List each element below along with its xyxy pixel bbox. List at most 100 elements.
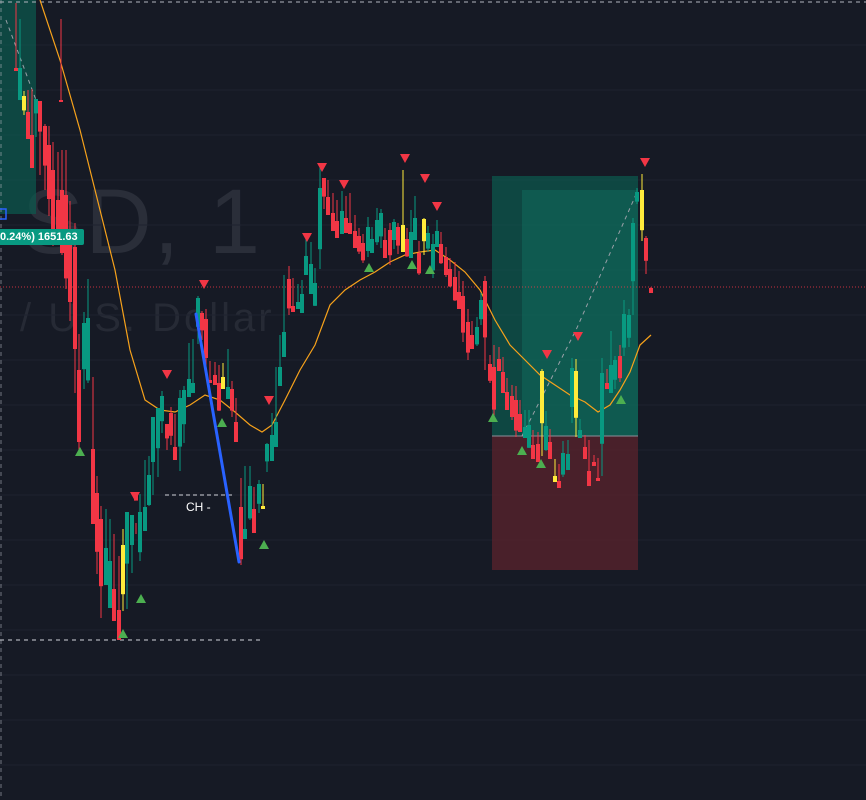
candle-body [417, 253, 421, 274]
candle [178, 390, 182, 471]
candle-body [475, 327, 479, 345]
candle-body [544, 426, 548, 450]
candle-body [344, 218, 348, 233]
candle [82, 312, 86, 389]
candle-body [191, 383, 195, 393]
candle [239, 478, 243, 565]
candle-body [95, 493, 99, 552]
candle-body [405, 239, 409, 257]
candle-body [173, 447, 177, 460]
candle-body [261, 506, 265, 509]
candle-body [326, 197, 330, 215]
grid-lines [0, 44, 866, 766]
candle [313, 268, 317, 306]
candle-body [574, 371, 578, 418]
candles-layer [14, 3, 653, 640]
candle [59, 19, 63, 102]
candle-body [104, 548, 108, 585]
candle [583, 435, 587, 459]
candle-body [73, 247, 77, 349]
candle [138, 494, 142, 561]
candle [527, 410, 531, 448]
candle [121, 529, 125, 611]
symbol-watermark: SD, 1 [22, 171, 263, 273]
signal-markers-layer [75, 154, 650, 638]
candle-body [553, 476, 557, 482]
candle [200, 311, 204, 340]
candle [592, 455, 596, 466]
candle-body [322, 178, 326, 197]
candle-body [108, 561, 112, 608]
candle [217, 365, 221, 411]
candle-body [121, 545, 125, 595]
candle [14, 3, 18, 71]
candle [587, 440, 591, 486]
buy-signal-marker [259, 540, 269, 549]
candle-body [252, 509, 256, 533]
candle [322, 178, 326, 209]
candle [435, 220, 439, 247]
sell-signal-marker [264, 396, 274, 405]
candle [457, 271, 461, 309]
candle-body [531, 445, 535, 459]
buy-signal-marker [488, 413, 498, 422]
candle-body [627, 315, 631, 338]
candle-body [30, 135, 34, 168]
candle-body [497, 359, 501, 371]
candle-body [448, 269, 452, 287]
candle [596, 458, 600, 481]
candle-body [257, 484, 261, 504]
candle [505, 378, 509, 410]
candle [243, 466, 247, 539]
candle-body [431, 244, 435, 271]
candle-body [51, 170, 55, 233]
ch-label: CH - [186, 500, 211, 514]
candle-body [561, 453, 565, 475]
candle-body [426, 233, 430, 249]
trend-line[interactable] [194, 312, 241, 564]
candle [117, 556, 121, 640]
candle-body [444, 257, 448, 275]
candle [561, 441, 565, 477]
candle [326, 180, 330, 215]
candle-body [383, 240, 387, 258]
candle [401, 170, 405, 252]
candle [488, 355, 492, 383]
candle-body [461, 296, 465, 333]
candle-body [361, 243, 365, 261]
candle [104, 509, 108, 585]
candle-body [618, 356, 622, 379]
candle [574, 359, 578, 437]
candle [553, 459, 557, 482]
candle [278, 335, 282, 386]
candle [518, 400, 522, 432]
candle [130, 515, 134, 573]
candle [540, 369, 544, 456]
buy-signal-marker [136, 594, 146, 603]
candle [261, 484, 265, 509]
candle [287, 266, 291, 315]
sell-signal-marker [573, 332, 583, 341]
buy-signal-marker [75, 447, 85, 456]
candle-body [178, 398, 182, 447]
candle [566, 440, 570, 470]
candle [252, 487, 256, 533]
candle-body [457, 292, 461, 309]
candle [335, 200, 339, 238]
projection-path-2 [5, 19, 37, 101]
candle [497, 347, 501, 371]
candle-body [348, 223, 352, 234]
candle-body [392, 222, 396, 240]
candle [340, 191, 344, 234]
candle-body [230, 389, 234, 411]
candle [483, 276, 487, 370]
candle [282, 275, 286, 357]
candle-body [613, 360, 617, 380]
candle-body [570, 368, 574, 407]
candle [309, 242, 313, 294]
candle [30, 89, 34, 168]
candle-body [26, 112, 30, 139]
candle [22, 91, 26, 115]
